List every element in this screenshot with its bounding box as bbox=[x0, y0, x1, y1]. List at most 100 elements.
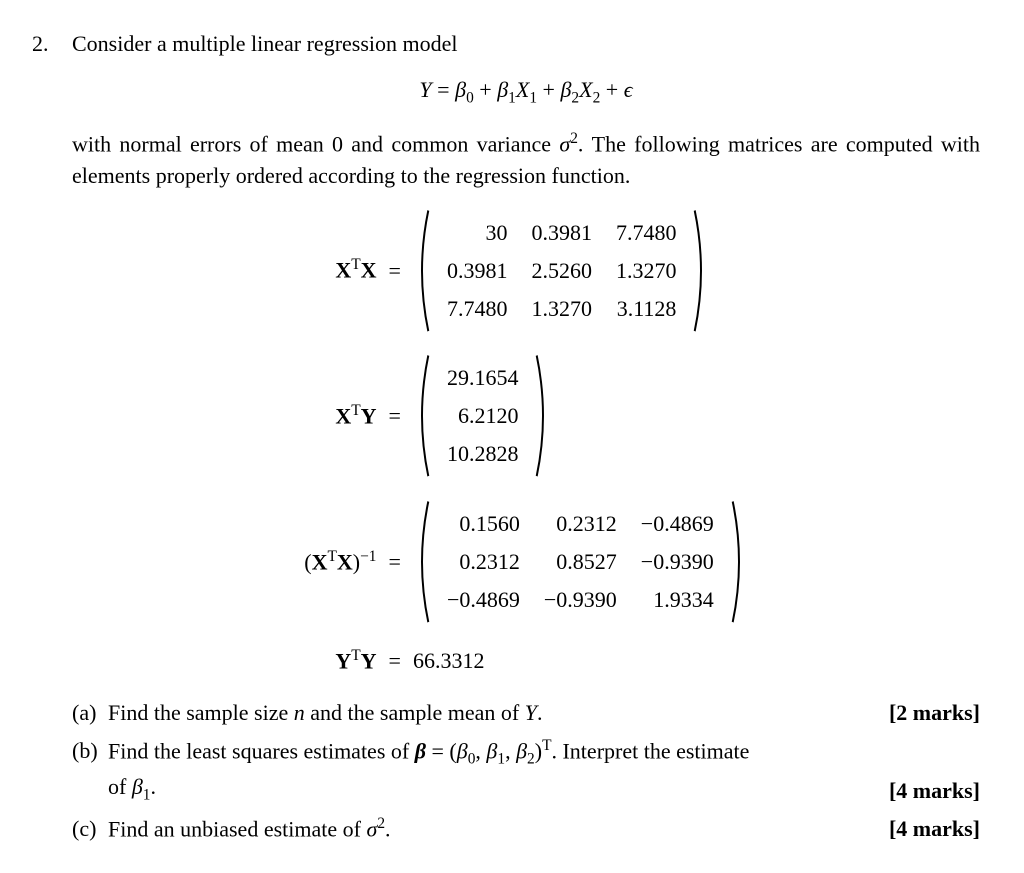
XtXinv-inv: −1 bbox=[360, 548, 376, 565]
eq-eps: ϵ bbox=[624, 77, 633, 102]
XtXinv-X1: X bbox=[312, 549, 328, 574]
sigma-sup: 2 bbox=[570, 130, 578, 147]
cell: 0.1560 bbox=[435, 505, 532, 543]
cell: 1.9334 bbox=[629, 581, 726, 619]
part-b-c2: , bbox=[505, 738, 516, 763]
problem-2: 2. Consider a multiple linear regression… bbox=[32, 28, 980, 845]
eq-b0-sub: 0 bbox=[466, 89, 474, 106]
cell: 1.3270 bbox=[519, 290, 604, 328]
part-c-body: Find an unbiased estimate of σ2. [4 mark… bbox=[108, 813, 980, 845]
part-b-label: (b) bbox=[72, 735, 108, 767]
intro-line-1: Consider a multiple linear regression mo… bbox=[72, 28, 980, 60]
rhs-YtY: 66.3312 bbox=[413, 645, 485, 677]
part-b-beta: β bbox=[415, 738, 426, 763]
problem-body: Consider a multiple linear regression mo… bbox=[72, 28, 980, 845]
rhs-XtY: 29.1654 6.2120 10.2828 bbox=[413, 353, 553, 479]
matrices-block: XTX = 300.39817.7480 0.39812.52601.3270 … bbox=[72, 208, 980, 677]
eq-X1-sub: 1 bbox=[529, 89, 537, 106]
part-a-label: (a) bbox=[72, 697, 108, 729]
sub-parts: (a) Find the sample size n and the sampl… bbox=[72, 697, 980, 845]
eq-X1: X bbox=[516, 77, 529, 102]
part-b-marks: [4 marks] bbox=[889, 775, 980, 807]
cell: 0.2312 bbox=[435, 543, 532, 581]
part-c: (c) Find an unbiased estimate of σ2. [4 … bbox=[72, 813, 980, 845]
part-a-Y: Y bbox=[525, 700, 537, 725]
part-b-close: ) bbox=[535, 738, 542, 763]
part-b-b0: β bbox=[457, 738, 468, 763]
cell: 0.3981 bbox=[519, 214, 604, 252]
part-c-text-1: Find an unbiased estimate of bbox=[108, 816, 366, 841]
aligned-equations: XTX = 300.39817.7480 0.39812.52601.3270 … bbox=[304, 208, 747, 677]
paren-right-icon bbox=[534, 353, 552, 479]
paren-left-icon bbox=[413, 499, 431, 625]
eq-plus1: + bbox=[474, 77, 497, 102]
eq-b0: β bbox=[455, 77, 466, 102]
part-b: (b) Find the least squares estimates of … bbox=[72, 735, 980, 807]
cell: 6.2120 bbox=[435, 397, 531, 435]
part-b-body: Find the least squares estimates of β = … bbox=[108, 735, 980, 807]
rhs-XtX: 300.39817.7480 0.39812.52601.3270 7.7480… bbox=[413, 208, 711, 334]
lhs-XtX: XTX bbox=[335, 254, 376, 286]
cell: 30 bbox=[435, 214, 520, 252]
eq-b1-sub: 1 bbox=[508, 89, 516, 106]
sigma: σ bbox=[559, 131, 570, 156]
part-c-marks: [4 marks] bbox=[889, 813, 980, 845]
cell: −0.9390 bbox=[532, 581, 629, 619]
eq-b2: β bbox=[560, 77, 571, 102]
part-b-text-1: Find the least squares estimates of bbox=[108, 738, 415, 763]
eq-b1: β bbox=[497, 77, 508, 102]
matrix-XtXinv-table: 0.15600.2312−0.4869 0.23120.8527−0.9390 … bbox=[435, 505, 726, 619]
matrix-XtX-table: 300.39817.7480 0.39812.52601.3270 7.7480… bbox=[435, 214, 689, 328]
part-b-b2-sub: 2 bbox=[527, 751, 535, 768]
part-b-line2-pre: of bbox=[108, 774, 132, 799]
XtX-T: T bbox=[351, 256, 360, 273]
lhs-XtY: XTY bbox=[335, 400, 376, 432]
intro-line-2: with normal errors of mean 0 and common … bbox=[72, 128, 980, 192]
paren-left-icon bbox=[413, 353, 431, 479]
part-a-marks: [2 marks] bbox=[889, 697, 980, 729]
eq-Y: Y bbox=[419, 77, 431, 102]
problem-number: 2. bbox=[32, 28, 72, 60]
part-b-b1-sub: 1 bbox=[497, 751, 505, 768]
part-a-text-1: Find the sample size bbox=[108, 700, 294, 725]
part-b-line2-b1: β bbox=[132, 774, 143, 799]
cell: 2.5260 bbox=[519, 252, 604, 290]
eq-YtY: = bbox=[389, 645, 401, 677]
XtX-X1: X bbox=[335, 258, 351, 283]
paren-left-icon bbox=[413, 208, 431, 334]
cell: 7.7480 bbox=[435, 290, 520, 328]
part-b-line2-post: . bbox=[151, 774, 157, 799]
matrix-XtY-table: 29.1654 6.2120 10.2828 bbox=[435, 359, 531, 473]
eq-XtY: = bbox=[389, 400, 401, 432]
part-b-eq: = ( bbox=[426, 738, 457, 763]
part-b-b2: β bbox=[516, 738, 527, 763]
part-a: (a) Find the sample size n and the sampl… bbox=[72, 697, 980, 729]
part-c-label: (c) bbox=[72, 813, 108, 845]
eq-XtXinv: = bbox=[389, 546, 401, 578]
rhs-XtXinv: 0.15600.2312−0.4869 0.23120.8527−0.9390 … bbox=[413, 499, 748, 625]
XtXinv-X2: X bbox=[337, 549, 353, 574]
model-equation: Y = β0 + β1X1 + β2X2 + ϵ bbox=[72, 74, 980, 110]
YtY-T: T bbox=[351, 647, 360, 664]
XtY-Y: Y bbox=[361, 403, 377, 428]
YtY-Y2: Y bbox=[361, 648, 377, 673]
lhs-XtXinv: (XTX)−1 bbox=[304, 546, 376, 578]
YtY-Y1: Y bbox=[335, 648, 351, 673]
cell: 1.3270 bbox=[604, 252, 689, 290]
lhs-YtY: YTY bbox=[335, 645, 376, 677]
part-b-b1: β bbox=[486, 738, 497, 763]
eq-plus2: + bbox=[537, 77, 560, 102]
XtY-X: X bbox=[335, 403, 351, 428]
cell: −0.9390 bbox=[629, 543, 726, 581]
cell: 0.2312 bbox=[532, 505, 629, 543]
XtXinv-T: T bbox=[328, 548, 337, 565]
eq-X2: X bbox=[579, 77, 592, 102]
matrix-XtXinv: 0.15600.2312−0.4869 0.23120.8527−0.9390 … bbox=[413, 499, 748, 625]
cell: −0.4869 bbox=[435, 581, 532, 619]
part-c-sigma: σ bbox=[366, 816, 377, 841]
cell: 10.2828 bbox=[435, 435, 531, 473]
part-b-c1: , bbox=[475, 738, 486, 763]
matrix-XtY: 29.1654 6.2120 10.2828 bbox=[413, 353, 553, 479]
cell: 0.3981 bbox=[435, 252, 520, 290]
part-a-body: Find the sample size n and the sample me… bbox=[108, 697, 980, 729]
